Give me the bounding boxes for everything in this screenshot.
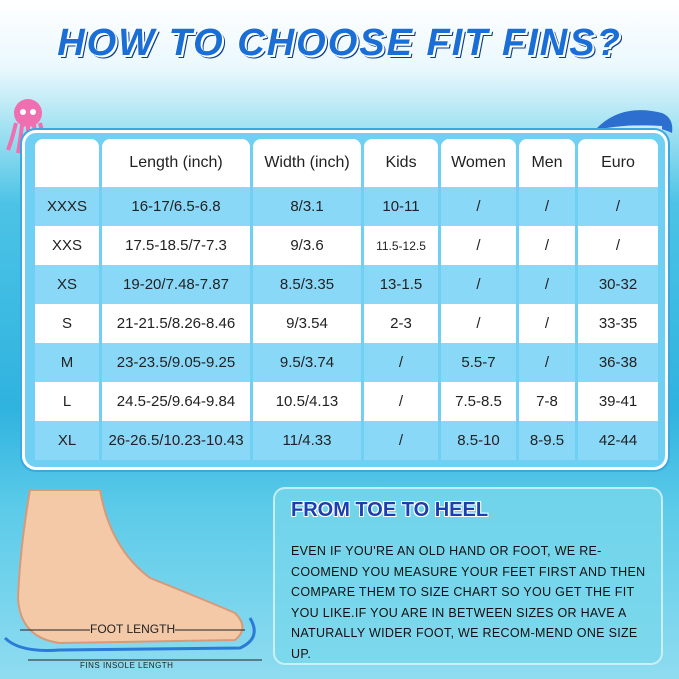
cell-size: XXS (35, 226, 99, 265)
cell-women: / (441, 226, 516, 265)
header-length: Length (inch) (102, 139, 250, 187)
table-row: XS 19-20/7.48-7.87 8.5/3.35 13-1.5//30-32 (35, 265, 658, 304)
cell-euro: 36-38 (578, 343, 658, 382)
cell-men: / (519, 265, 575, 304)
info-panel: FROM TOE TO HEEL EVEN IF YOU'RE AN OLD H… (273, 487, 663, 665)
table-row: M 23-23.5/9.05-9.25 9.5/3.74/5.5-7/36-38 (35, 343, 658, 382)
cell-euro: 39-41 (578, 382, 658, 421)
header-kids: Kids (364, 139, 438, 187)
cell-euro: / (578, 226, 658, 265)
cell-length: 17.5-18.5/7-7.3 (102, 226, 250, 265)
cell-kids: 2-3 (364, 304, 438, 343)
size-chart-table: Length (inch) Width (inch) Kids Women Me… (32, 139, 661, 460)
cell-men: / (519, 226, 575, 265)
cell-euro: 30-32 (578, 265, 658, 304)
cell-width: 8.5/3.35 (253, 265, 361, 304)
cell-kids: 10-11 (364, 187, 438, 226)
cell-women: 7.5-8.5 (441, 382, 516, 421)
table-row: L 24.5-25/9.64-9.84 10.5/4.13/7.5-8.5 7-8 39… (35, 382, 658, 421)
table-row: S 21-21.5/8.26-8.46 9/3.54 2-3//33-35 (35, 304, 658, 343)
cell-length: 26-26.5/10.23-10.43 (102, 421, 250, 460)
table-header-row: Length (inch) Width (inch) Kids Women Me… (35, 139, 658, 187)
foot-illustration (3, 489, 262, 661)
header-men: Men (519, 139, 575, 187)
cell-width: 9/3.54 (253, 304, 361, 343)
table-row: XL 26-26.5/10.23-10.43 11/4.33/8.5-10 8-9.5… (35, 421, 658, 460)
cell-width: 11/4.33 (253, 421, 361, 460)
cell-size: XXXS (35, 187, 99, 226)
panel-text: EVEN IF YOU'RE AN OLD HAND OR FOOT, WE R… (291, 544, 646, 661)
cell-kids: 11.5-12.5 (364, 226, 438, 265)
cell-men: / (519, 304, 575, 343)
foot-length-label: FOOT LENGTH (90, 622, 176, 636)
cell-kids: / (364, 421, 438, 460)
cell-women: / (441, 187, 516, 226)
header-blank (35, 139, 99, 187)
header-women: Women (441, 139, 516, 187)
header-width: Width (inch) (253, 139, 361, 187)
cell-women: 5.5-7 (441, 343, 516, 382)
cell-width: 8/3.1 (253, 187, 361, 226)
cell-width: 9/3.6 (253, 226, 361, 265)
cell-length: 16-17/6.5-6.8 (102, 187, 250, 226)
cell-length: 19-20/7.48-7.87 (102, 265, 250, 304)
cell-men: 8-9.5 (519, 421, 575, 460)
cell-length: 23-23.5/9.05-9.25 (102, 343, 250, 382)
cell-men: / (519, 187, 575, 226)
panel-heading: FROM TOE TO HEEL (291, 499, 489, 521)
cell-size: XS (35, 265, 99, 304)
cell-size: L (35, 382, 99, 421)
cell-length: 21-21.5/8.26-8.46 (102, 304, 250, 343)
cell-length: 24.5-25/9.64-9.84 (102, 382, 250, 421)
cell-size: S (35, 304, 99, 343)
cell-width: 10.5/4.13 (253, 382, 361, 421)
cell-kids: 13-1.5 (364, 265, 438, 304)
cell-men: / (519, 343, 575, 382)
table-row: XXXS 16-17/6.5-6.8 8/3.1 10-11// / (35, 187, 658, 226)
cell-euro: / (578, 187, 658, 226)
header-euro: Euro (578, 139, 658, 187)
cell-size: M (35, 343, 99, 382)
cell-euro: 42-44 (578, 421, 658, 460)
cell-women: / (441, 265, 516, 304)
cell-width: 9.5/3.74 (253, 343, 361, 382)
cell-women: 8.5-10 (441, 421, 516, 460)
cell-kids: / (364, 382, 438, 421)
cell-women: / (441, 304, 516, 343)
cell-size: XL (35, 421, 99, 460)
cell-men: 7-8 (519, 382, 575, 421)
dolphin-icon (597, 110, 673, 135)
insole-length-label: FINS INSOLE LENGTH (80, 661, 174, 670)
table-row: XXS 17.5-18.5/7-7.3 9/3.6 11.5-12.5// / (35, 226, 658, 265)
page-title: HOW TO CHOOSE FIT FINS? (57, 22, 622, 64)
cell-kids: / (364, 343, 438, 382)
cell-euro: 33-35 (578, 304, 658, 343)
